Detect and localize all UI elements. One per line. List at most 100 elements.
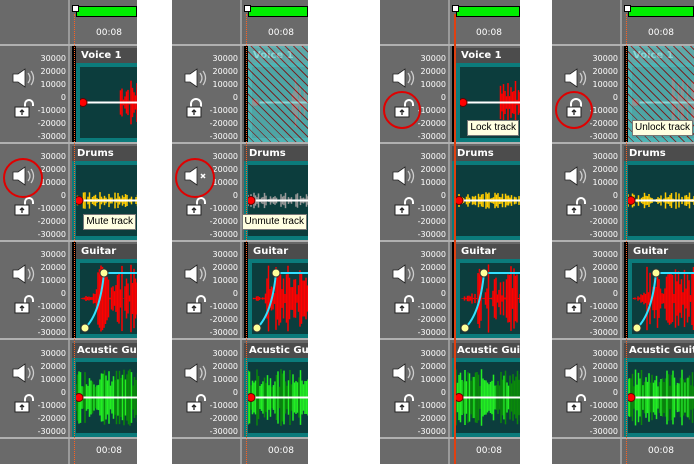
bottom-ruler[interactable]: 00:08 [624,440,694,464]
audio-clip[interactable]: Guitar [628,242,694,340]
track-header-column [380,0,450,464]
highlight-circle [3,158,43,198]
audio-clip[interactable]: Voice 1 [248,46,308,144]
audio-clip[interactable]: Acustic Guitar [244,341,308,439]
speaker-icon[interactable] [564,363,590,387]
envelope-point[interactable] [628,393,636,402]
speaker-icon[interactable] [184,68,210,92]
lock-open-icon[interactable] [14,196,34,220]
axis-label: 10000 [592,178,618,187]
speaker-icon[interactable] [392,166,418,190]
lock-open-icon[interactable] [394,393,414,417]
envelope-point[interactable] [456,196,464,205]
timeline-ruler[interactable]: 00:08 [624,0,694,45]
audio-clip[interactable]: Acustic Guitar [452,341,520,439]
playback-cursor[interactable] [74,14,75,464]
speaker-icon[interactable] [392,68,418,92]
axis-label: -30000 [37,132,66,141]
playhead-marker[interactable] [72,5,79,12]
locked-hatch-overlay [248,46,308,144]
envelope-point[interactable] [271,268,281,278]
time-label: 00:08 [268,446,294,456]
envelope-point[interactable] [460,323,470,333]
audio-clip[interactable]: Drums [624,144,694,242]
speaker-icon[interactable] [392,264,418,288]
envelope-point[interactable] [248,393,256,402]
axis-label: 20000 [212,165,238,174]
speaker-icon[interactable] [564,68,590,92]
timeline-range-bar[interactable] [628,6,694,17]
timeline-ruler[interactable]: 00:08 [452,0,520,45]
lock-open-icon[interactable] [14,393,34,417]
speaker-icon[interactable] [12,363,38,387]
envelope-point[interactable] [252,323,262,333]
audio-clip[interactable]: Acustic Guitar [624,341,694,439]
timeline-range-bar[interactable] [248,6,308,17]
audio-clip[interactable]: Acustic Guitar [72,341,137,439]
lock-closed-icon[interactable] [186,98,206,122]
envelope-point[interactable] [628,196,636,205]
envelope-point[interactable] [76,196,84,205]
lock-open-icon[interactable] [566,196,586,220]
highlight-circle [383,91,421,129]
bottom-ruler[interactable]: 00:08 [72,440,137,464]
timeline-range-bar[interactable] [456,6,520,17]
envelope-point[interactable] [99,268,109,278]
speaker-icon[interactable] [184,264,210,288]
lock-open-icon[interactable] [394,294,414,318]
clip-body [452,161,520,240]
axis-label: -30000 [417,427,446,436]
speaker-icon[interactable] [12,68,38,92]
timeline-range-bar[interactable] [76,6,137,17]
lock-open-icon[interactable] [566,294,586,318]
envelope-point[interactable] [248,196,256,205]
audio-clip[interactable]: Guitar [456,242,520,340]
lock-open-icon[interactable] [186,393,206,417]
playback-cursor[interactable] [626,14,627,464]
clip-body [624,161,694,240]
envelope-point[interactable] [632,323,642,333]
envelope-point[interactable] [80,323,90,333]
speaker-icon[interactable] [392,363,418,387]
playback-cursor[interactable] [454,14,456,464]
audio-clip[interactable]: Voice 1 [76,46,137,144]
waveform-area [80,263,137,334]
envelope-point[interactable] [651,268,661,278]
playhead-marker[interactable] [452,5,459,12]
tooltip: Unmute track [241,214,307,230]
audio-clip[interactable]: Drums [452,144,520,242]
envelope-point[interactable] [76,393,84,402]
playback-cursor[interactable] [246,14,247,464]
track-editor-panel: 00:08 30000 20000 10000 0 -10000 -20000 -30000… [0,0,137,464]
speaker-icon[interactable] [184,363,210,387]
axis-label: 30000 [420,54,446,63]
audio-clip[interactable]: Guitar [76,242,137,340]
speaker-icon[interactable] [564,166,590,190]
axis-label: 30000 [212,152,238,161]
envelope-point[interactable] [80,98,88,107]
timeline-ruler[interactable]: 00:08 [244,0,308,45]
audio-clip[interactable]: Guitar [248,242,308,340]
lock-open-icon[interactable] [14,98,34,122]
clip-body [624,358,694,437]
lock-open-icon[interactable] [566,393,586,417]
speaker-icon[interactable] [564,264,590,288]
speaker-icon[interactable] [12,264,38,288]
axis-label: 10000 [212,276,238,285]
axis-label: -30000 [417,328,446,337]
envelope-point[interactable] [479,268,489,278]
bottom-ruler[interactable]: 00:08 [244,440,308,464]
envelope-point[interactable] [460,98,468,107]
playhead-marker[interactable] [624,5,631,12]
bottom-ruler[interactable]: 00:08 [452,440,520,464]
lock-open-icon[interactable] [186,294,206,318]
lock-open-icon[interactable] [394,196,414,220]
axis-label: -20000 [37,119,66,128]
timeline-ruler[interactable]: 00:08 [72,0,137,45]
envelope-point[interactable] [456,393,464,402]
playhead-marker[interactable] [244,5,251,12]
time-label: 00:08 [476,446,502,456]
lock-open-icon[interactable] [14,294,34,318]
lock-open-icon[interactable] [186,196,206,220]
waveform-area [628,165,694,236]
